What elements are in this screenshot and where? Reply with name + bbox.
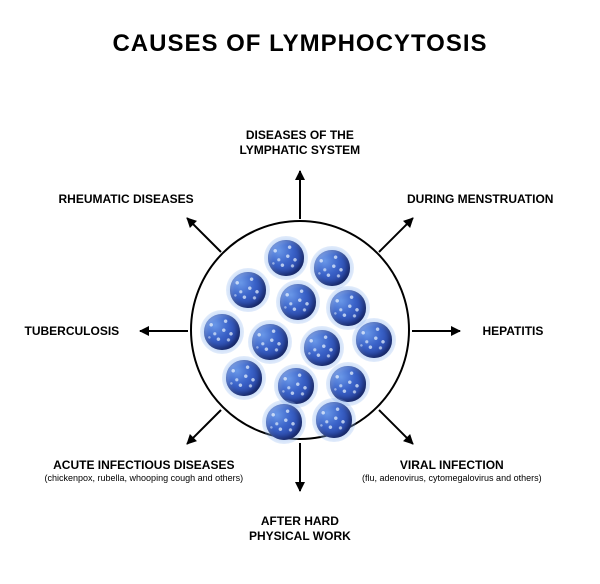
cause-label-sub: (chickenpox, rubella, whooping cough and… xyxy=(45,473,244,484)
cause-label-main: HEPATITIS xyxy=(483,324,544,338)
lymphocyte-cell xyxy=(264,236,308,280)
cause-arrow xyxy=(378,217,413,252)
lymphocyte-cell xyxy=(262,400,306,444)
cause-label-bottom: AFTER HARD PHYSICAL WORK xyxy=(249,514,351,544)
lymphocyte-cell xyxy=(226,268,270,312)
cause-arrow xyxy=(186,217,221,252)
cause-label-topright: DURING MENSTRUATION xyxy=(407,192,553,207)
cause-label-main: DISEASES OF THE LYMPHATIC SYSTEM xyxy=(240,128,361,157)
cause-label-main: RHEUMATIC DISEASES xyxy=(59,192,194,206)
cause-arrow xyxy=(299,171,301,219)
cause-label-main: VIRAL INFECTION xyxy=(400,458,504,472)
cause-label-sub: (flu, adenovirus, cytomegalovirus and ot… xyxy=(362,473,542,484)
cause-arrow xyxy=(299,443,301,491)
title-text: CAUSES OF LYMPHOCYTOSIS xyxy=(112,30,487,57)
lymphocyte-cell xyxy=(222,356,266,400)
cause-label-botleft: ACUTE INFECTIOUS DISEASES(chickenpox, ru… xyxy=(45,458,244,484)
cause-label-left: TUBERCULOSIS xyxy=(25,324,120,339)
cause-label-main: DURING MENSTRUATION xyxy=(407,192,553,206)
cause-label-botright: VIRAL INFECTION(flu, adenovirus, cytomeg… xyxy=(362,458,542,484)
cause-arrow xyxy=(186,409,221,444)
lymphocyte-cell xyxy=(200,310,244,354)
cause-arrow xyxy=(378,409,413,444)
lymphocyte-cell xyxy=(276,280,320,324)
cause-label-right: HEPATITIS xyxy=(483,324,544,339)
lymphocyte-cell xyxy=(312,398,356,442)
cause-label-main: TUBERCULOSIS xyxy=(25,324,120,338)
cause-label-top: DISEASES OF THE LYMPHATIC SYSTEM xyxy=(240,128,361,158)
cause-arrow xyxy=(412,330,460,332)
cause-arrow xyxy=(140,330,188,332)
cause-label-topleft: RHEUMATIC DISEASES xyxy=(59,192,194,207)
lymphocyte-cell xyxy=(352,318,396,362)
lymphocyte-cell xyxy=(310,246,354,290)
cause-label-main: ACUTE INFECTIOUS DISEASES xyxy=(53,458,234,472)
lymphocyte-cell xyxy=(248,320,292,364)
cause-label-main: AFTER HARD PHYSICAL WORK xyxy=(249,514,351,543)
diagram-title: CAUSES OF LYMPHOCYTOSIS xyxy=(0,30,600,58)
